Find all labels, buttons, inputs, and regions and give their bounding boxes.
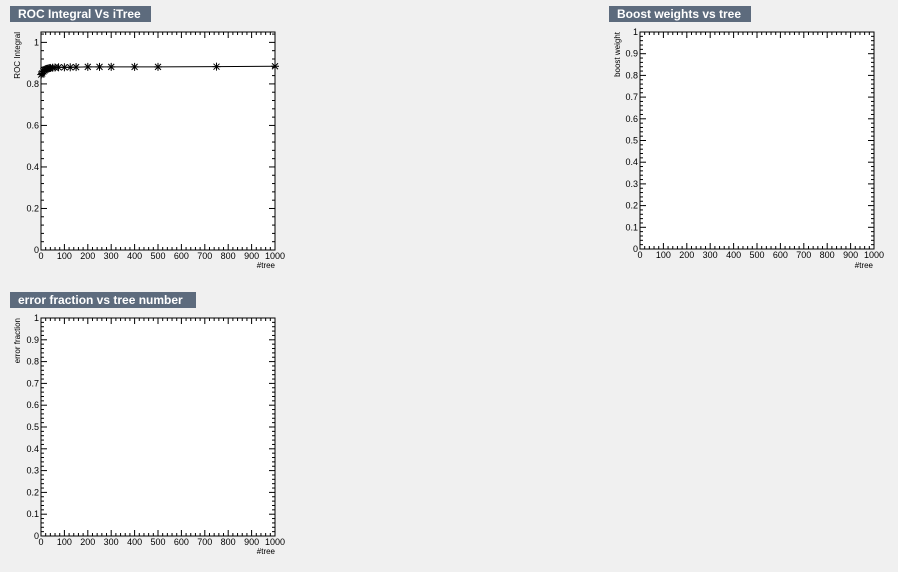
boost-weights-panel: Boost weights vs tree 0 100 200 300 400 500 60…	[600, 0, 890, 275]
y-tick-label: 0.9	[26, 335, 39, 345]
y-tick-label: 0	[34, 531, 39, 541]
x-tick-label: 0	[38, 537, 43, 547]
plot-frame	[40, 317, 276, 537]
y-tick-label: 1	[34, 313, 39, 323]
y-tick-label: 0.2	[26, 487, 39, 497]
x-tick-label: 300	[104, 537, 119, 547]
x-tick-label: 1000	[265, 537, 285, 547]
x-tick-label: 400	[127, 537, 142, 547]
x-tick-label: 800	[820, 250, 835, 260]
x-tick-label: 200	[679, 250, 694, 260]
x-tick-label: 700	[197, 537, 212, 547]
x-tick-label: 800	[221, 537, 236, 547]
y-tick-label: 0.7	[26, 378, 39, 388]
roc-integral-chart: 0 100 200 300 400 500 600 700 800 900 1000 0 0.2 0.4 0…	[13, 31, 285, 270]
y-tick-label: 0.4	[625, 157, 638, 167]
data-point	[212, 62, 221, 71]
y-tick-label: 1	[633, 27, 638, 37]
boost-weights-chart: 0 100 200 300 400 500 600 700 800 900 1000 0 0.1 0.2 0…	[613, 27, 884, 270]
x-tick-label: 700	[796, 250, 811, 260]
x-tick-label: 900	[843, 250, 858, 260]
y-tick-label: 1	[34, 37, 39, 47]
y-tick-label: 0.4	[26, 162, 39, 172]
y-tick-label: 0.8	[26, 357, 39, 367]
x-tick-label: 300	[104, 251, 119, 261]
data-point	[130, 62, 139, 71]
x-tick-label: 800	[221, 251, 236, 261]
data-point	[271, 62, 279, 71]
x-axis-label: #tree	[257, 547, 276, 556]
x-tick-label: 500	[150, 251, 165, 261]
data-point	[95, 62, 104, 71]
y-tick-label: 0.2	[26, 203, 39, 213]
x-tick-label: 600	[174, 251, 189, 261]
x-tick-label: 200	[80, 251, 95, 261]
data-point	[107, 62, 116, 71]
y-tick-label: 0	[34, 245, 39, 255]
x-tick-label: 700	[197, 251, 212, 261]
y-tick-label: 0.6	[26, 400, 39, 410]
y-tick-label: 0.6	[625, 114, 638, 124]
y-tick-label: 0.6	[26, 120, 39, 130]
x-tick-label: 0	[38, 251, 43, 261]
x-axis-label: #tree	[257, 261, 276, 270]
y-axis-label: boost weight	[613, 31, 622, 77]
x-tick-label: 1000	[265, 251, 285, 261]
error-fraction-title: error fraction vs tree number	[10, 292, 196, 308]
y-tick-label: 0.8	[26, 79, 39, 89]
y-tick-label: 0.5	[26, 422, 39, 432]
data-point	[72, 63, 81, 72]
y-tick-label: 0.1	[26, 509, 39, 519]
plot-frame	[639, 31, 875, 250]
x-tick-label: 900	[244, 251, 259, 261]
data-point	[154, 62, 162, 71]
x-tick-label: 0	[637, 250, 642, 260]
data-point	[83, 62, 92, 71]
x-tick-label: 500	[749, 250, 764, 260]
y-tick-label: 0.8	[625, 70, 638, 80]
x-axis-label: #tree	[855, 261, 874, 270]
y-tick-label: 0.1	[625, 222, 638, 232]
x-tick-label: 600	[773, 250, 788, 260]
error-fraction-panel: error fraction vs tree number 0 100 200 300…	[0, 286, 290, 561]
y-tick-label: 0.2	[625, 201, 638, 211]
x-tick-label: 300	[703, 250, 718, 260]
x-tick-label: 1000	[864, 250, 884, 260]
y-tick-label: 0.5	[625, 136, 638, 146]
y-tick-label: 0.9	[625, 49, 638, 59]
x-tick-label: 100	[57, 537, 72, 547]
y-axis-label: ROC Integral	[13, 32, 22, 79]
x-tick-label: 400	[726, 250, 741, 260]
boost-weights-title: Boost weights vs tree	[609, 6, 751, 22]
y-tick-label: 0.4	[26, 444, 39, 454]
x-tick-label: 600	[174, 537, 189, 547]
x-tick-label: 500	[150, 537, 165, 547]
y-tick-label: 0	[633, 244, 638, 254]
x-tick-label: 100	[57, 251, 72, 261]
x-tick-label: 100	[656, 250, 671, 260]
roc-integral-panel: ROC Integral Vs iTree 0 100 200 300 400 500 60…	[0, 0, 290, 275]
y-tick-label: 0.7	[625, 92, 638, 102]
y-axis-label: error fraction	[13, 318, 22, 363]
data-point	[66, 63, 75, 72]
y-tick-label: 0.3	[625, 179, 638, 189]
y-tick-label: 0.3	[26, 466, 39, 476]
x-tick-label: 200	[80, 537, 95, 547]
x-tick-label: 900	[244, 537, 259, 547]
roc-integral-title: ROC Integral Vs iTree	[10, 6, 151, 22]
x-tick-label: 400	[127, 251, 142, 261]
error-fraction-chart: 0 100 200 300 400 500 600 700 800 900 1000 0 0.1 0.2 0…	[13, 313, 285, 556]
